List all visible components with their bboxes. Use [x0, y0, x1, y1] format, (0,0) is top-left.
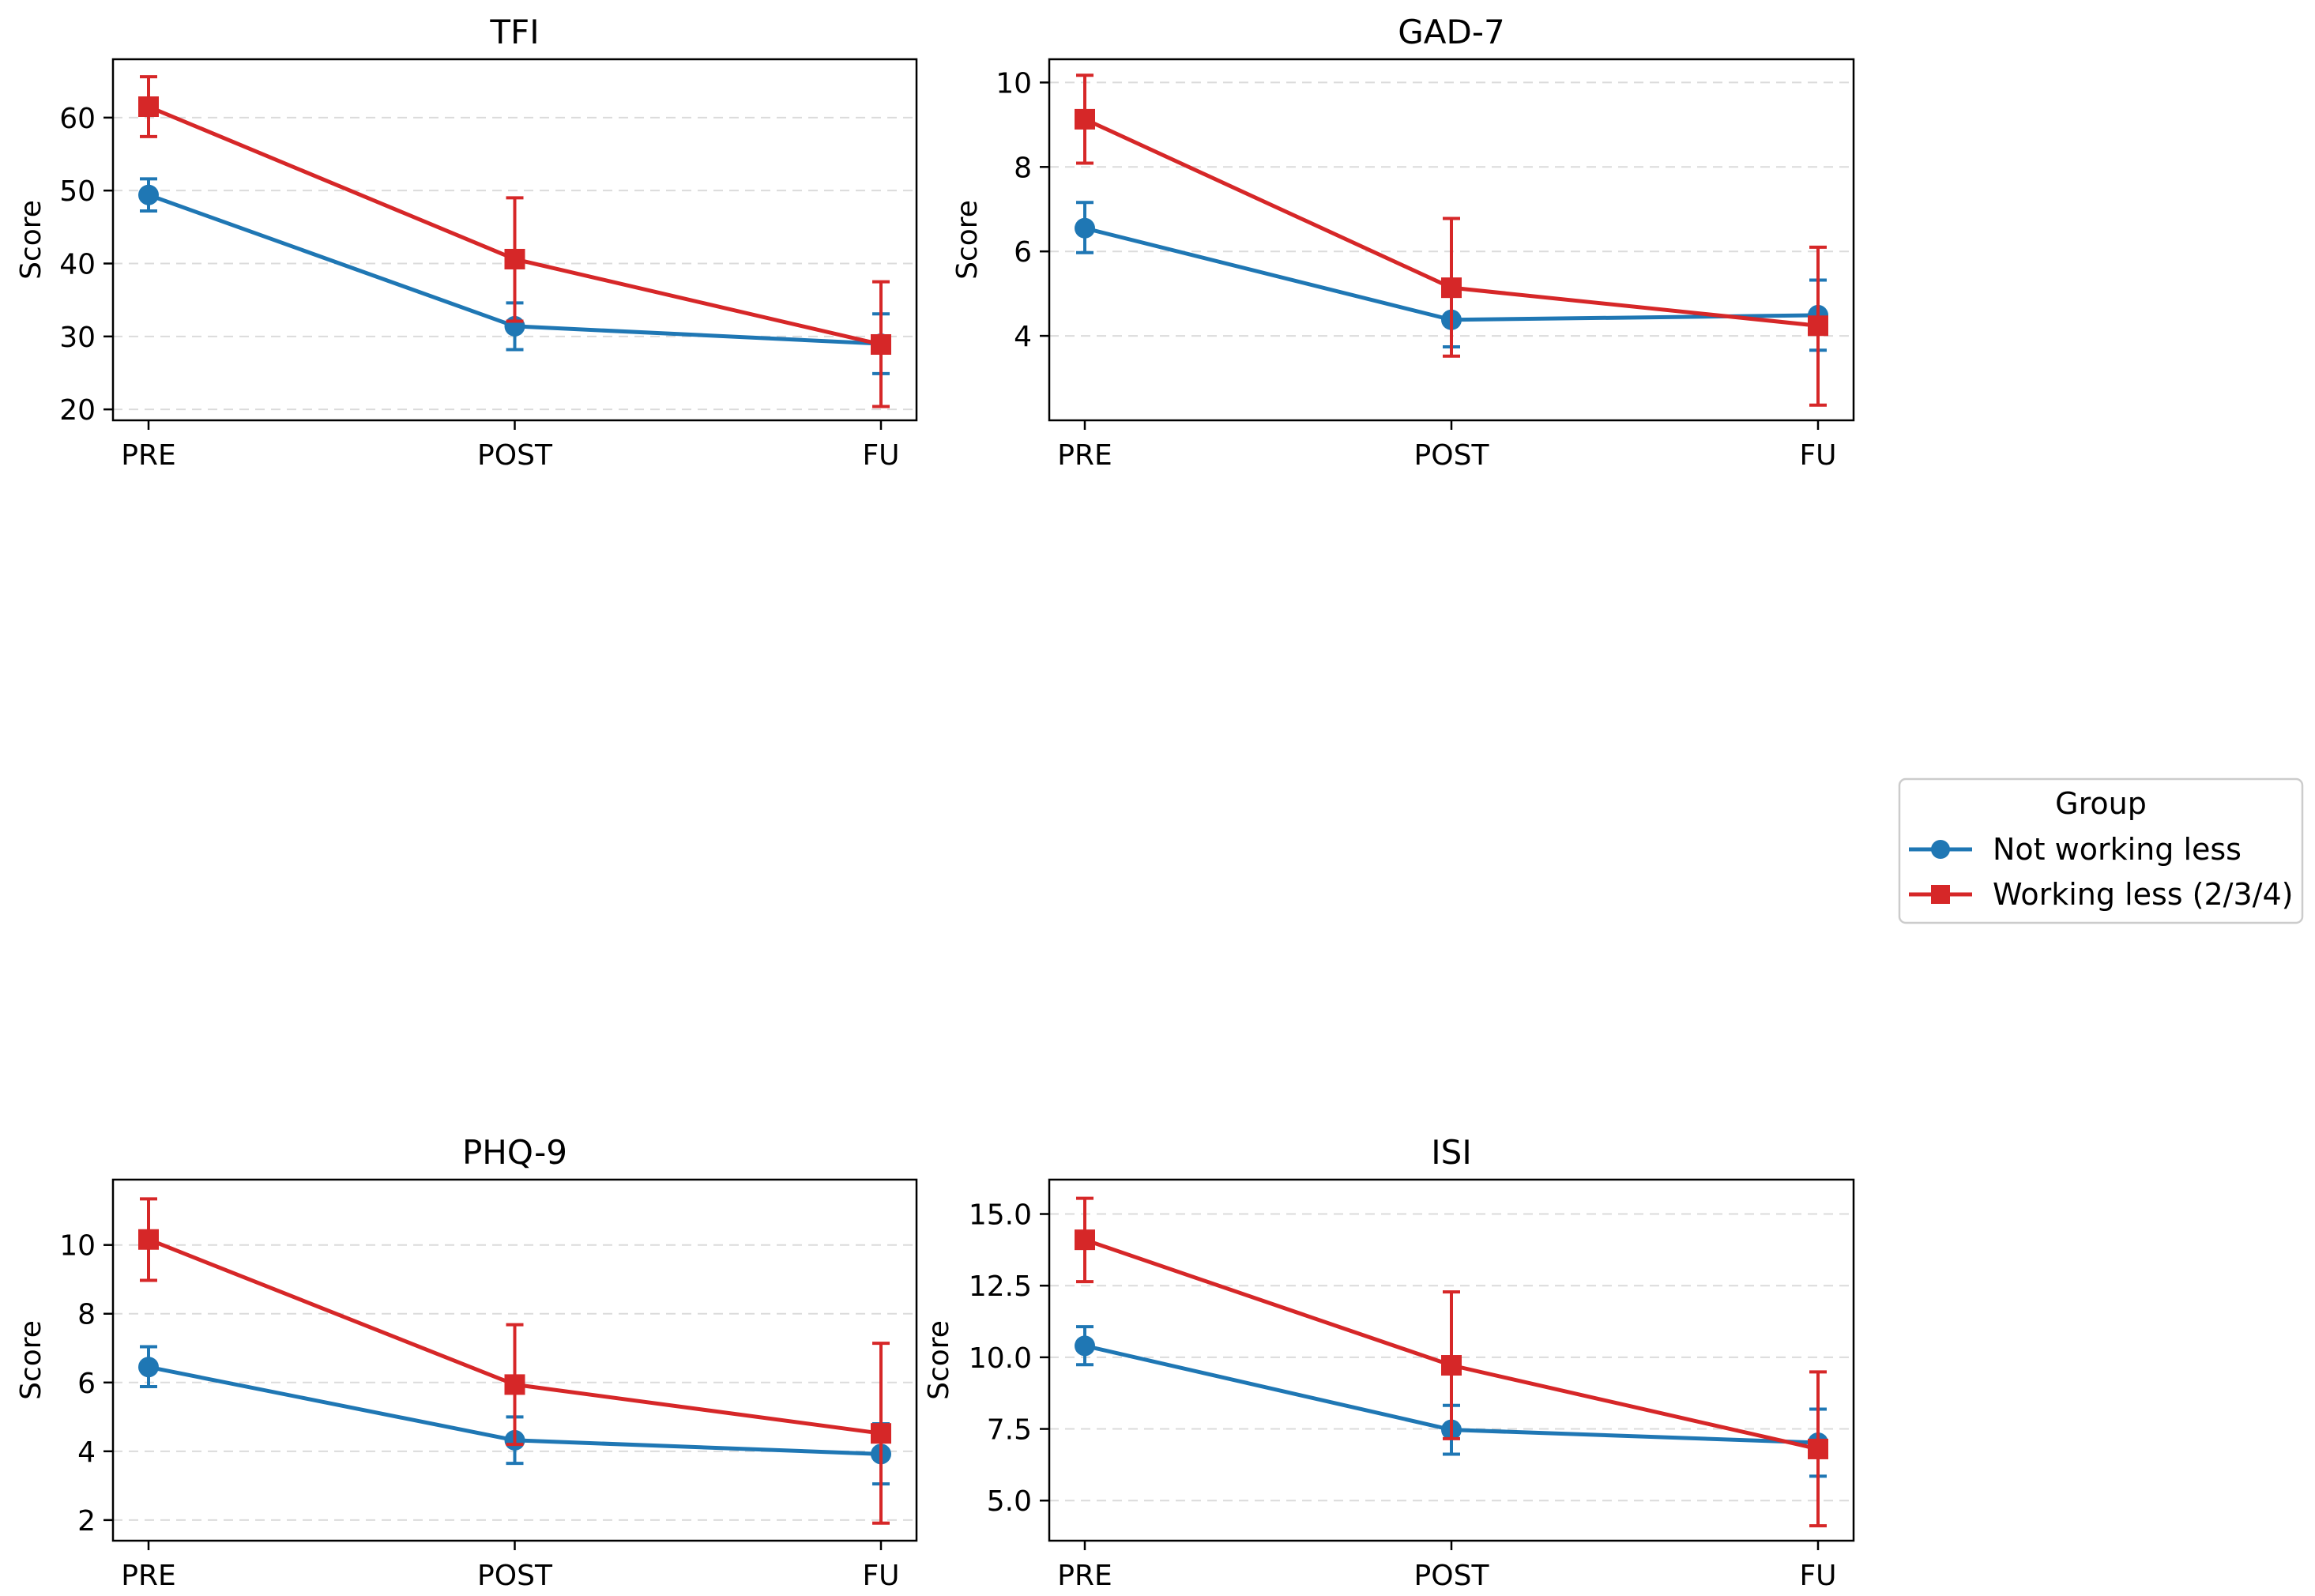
series-working-less-2-3-4 [138, 1197, 891, 1525]
y-tick-label: 6 [1014, 236, 1032, 269]
data-point [1441, 277, 1462, 299]
series-working-less-2-3-4 [1075, 1196, 1828, 1528]
legend-title: Group [2055, 786, 2147, 821]
panel-title: PHQ-9 [462, 1133, 567, 1172]
y-tick-label: 8 [1014, 152, 1032, 184]
panel-title: GAD-7 [1398, 13, 1505, 51]
y-axis-label: Score [951, 200, 984, 280]
data-point [138, 96, 159, 118]
legend-frame [1898, 777, 2304, 924]
y-tick-label: 20 [59, 394, 96, 427]
legend-label-working-less: Working less (2/3/4) [1993, 877, 2293, 912]
x-tick-label: FU [862, 1560, 899, 1592]
x-tick-label: FU [1799, 1560, 1836, 1592]
axes-frame [111, 1178, 918, 1542]
panel-title: ISI [1431, 1133, 1471, 1172]
x-tick-label: POST [1414, 439, 1490, 472]
series-not-working-less [138, 177, 891, 375]
panel-isi: ISI 5.0 7.5 10.0 12.5 15.0 PRE POST FU Score [923, 1133, 1855, 1592]
panels-layer: TFI 20 30 40 50 60 PRE POST FU Score GAD-7 4 6 8 10 PRE… [15, 13, 1855, 1592]
panel-title: TFI [489, 13, 539, 51]
data-point [871, 333, 891, 355]
data-point [1075, 108, 1095, 130]
y-tick-label: 10 [996, 67, 1032, 100]
y-tick-label: 60 [59, 103, 96, 135]
data-point [1075, 1335, 1095, 1357]
x-tick-label: FU [1799, 439, 1836, 472]
legend-marker-circle-icon [1931, 840, 1950, 859]
y-tick-label: 2 [77, 1505, 96, 1538]
data-point [1808, 315, 1828, 337]
data-point [504, 1374, 525, 1395]
y-tick-label: 8 [77, 1299, 96, 1331]
axes-frame [111, 58, 918, 422]
panel-phq-9: PHQ-9 2 4 6 8 10 PRE POST FU Score [15, 1133, 918, 1592]
x-tick-label: POST [1414, 1560, 1490, 1592]
data-point [138, 1357, 159, 1378]
y-tick-label: 15.0 [969, 1199, 1032, 1232]
panel-tfi: TFI 20 30 40 50 60 PRE POST FU Score [15, 13, 918, 472]
series-working-less-2-3-4 [138, 75, 891, 408]
x-tick-label: PRE [1057, 439, 1112, 472]
data-point [1441, 1355, 1462, 1376]
x-tick-label: POST [477, 439, 553, 472]
legend-marker-square-icon [1931, 885, 1950, 904]
y-tick-label: 4 [77, 1436, 96, 1469]
x-tick-label: FU [862, 439, 899, 472]
y-axis-label: Score [15, 1320, 47, 1400]
data-point [1075, 217, 1095, 239]
data-point [138, 1229, 159, 1250]
y-tick-label: 4 [1014, 321, 1032, 353]
legend-entry-working-less: Working less (2/3/4) [1909, 877, 2293, 912]
panel-gad-7: GAD-7 4 6 8 10 PRE POST FU Score [951, 13, 1855, 472]
data-point [1808, 1438, 1828, 1459]
data-point [138, 184, 159, 205]
data-point [871, 1423, 891, 1444]
y-tick-label: 6 [77, 1368, 96, 1400]
legend-entry-not-working-less: Not working less [1909, 832, 2242, 867]
y-tick-label: 10 [59, 1230, 96, 1263]
y-tick-label: 30 [59, 322, 96, 354]
x-tick-label: PRE [121, 439, 175, 472]
series-working-less-2-3-4 [1075, 73, 1828, 407]
legend: Group Not working less Working less (2/3… [1898, 777, 2304, 924]
data-point [1075, 1229, 1095, 1251]
x-tick-label: PRE [121, 1560, 175, 1592]
y-tick-label: 7.5 [987, 1414, 1032, 1447]
y-tick-label: 5.0 [987, 1485, 1032, 1518]
y-tick-label: 12.5 [969, 1270, 1032, 1303]
axes-frame [1048, 1178, 1855, 1542]
x-tick-label: PRE [1057, 1560, 1112, 1592]
y-axis-label: Score [15, 200, 47, 280]
y-axis-label: Score [923, 1320, 955, 1400]
y-tick-label: 50 [59, 175, 96, 208]
data-point [504, 248, 525, 269]
y-tick-label: 40 [59, 249, 96, 281]
y-tick-label: 10.0 [969, 1342, 1032, 1375]
legend-label-not-working-less: Not working less [1993, 832, 2242, 867]
axes-frame [1048, 58, 1855, 422]
x-tick-label: POST [477, 1560, 553, 1592]
